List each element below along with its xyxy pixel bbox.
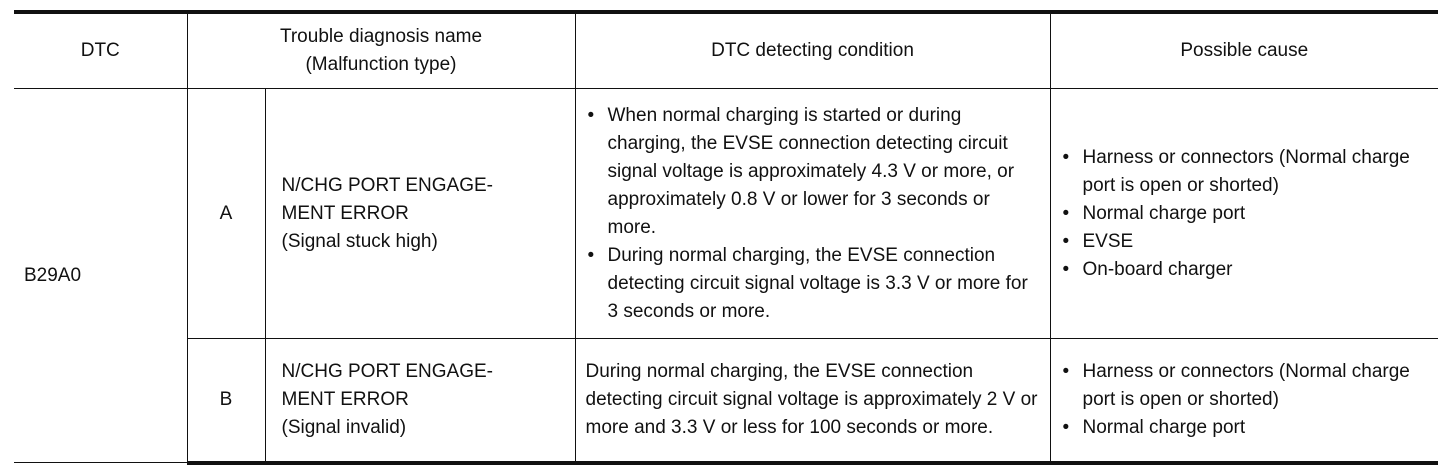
possible-cause: Harness or connectors (Normal charge por… [1049, 88, 1438, 339]
cause-item: Harness or connectors (Normal charge por… [1061, 358, 1429, 414]
name-type: (Signal stuck high) [281, 230, 438, 252]
detecting-condition: When normal charging is started or durin… [574, 88, 1051, 339]
cause-item: Normal charge port [1061, 200, 1429, 228]
condition-item: When normal charging is started or durin… [586, 102, 1040, 242]
cause-item: Normal charge port [1061, 414, 1429, 442]
header-name: Trouble diagnosis name (Malfunction type) [186, 10, 576, 89]
cause-item: On-board charger [1061, 256, 1429, 284]
name-line: MENT ERROR [281, 202, 409, 224]
name-line: N/CHG PORT ENGAGE- [281, 360, 494, 382]
row-letter: A [186, 88, 266, 339]
table-row: B29A0 A N/CHG PORT ENGAGE- MENT ERROR (Sig… [14, 88, 1438, 463]
header-row: DTC Trouble diagnosis name (Malfunction t… [14, 10, 1438, 89]
dtc-code: B29A0 [14, 88, 188, 463]
cause-item: EVSE [1061, 228, 1429, 256]
cause-item: Harness or connectors (Normal charge por… [1061, 144, 1429, 200]
detecting-condition: During normal charging, the EVSE connect… [574, 338, 1051, 465]
row-letter: B [187, 338, 266, 465]
table-row: B N/CHG PORT ENGAGE- MENT ERROR (Signal in… [14, 338, 1438, 465]
header-cause: Possible cause [1049, 10, 1438, 89]
dtc-table: DTC Trouble diagnosis name (Malfunction t… [14, 10, 1438, 465]
name-line: MENT ERROR [281, 388, 409, 410]
name-type: (Signal invalid) [281, 416, 407, 438]
header-dtc: DTC [14, 10, 188, 89]
condition-item: During normal charging, the EVSE connect… [586, 242, 1040, 326]
header-condition: DTC detecting condition [574, 10, 1051, 89]
header-name-line2: (Malfunction type) [305, 54, 457, 75]
name-line: N/CHG PORT ENGAGE- [281, 174, 494, 196]
malfunction-name: N/CHG PORT ENGAGE- MENT ERROR (Signal inva… [264, 338, 576, 465]
header-name-line1: Trouble diagnosis name [279, 26, 483, 47]
malfunction-name: N/CHG PORT ENGAGE- MENT ERROR (Signal stuc… [264, 88, 576, 339]
possible-cause: Harness or connectors (Normal charge por… [1049, 338, 1438, 465]
